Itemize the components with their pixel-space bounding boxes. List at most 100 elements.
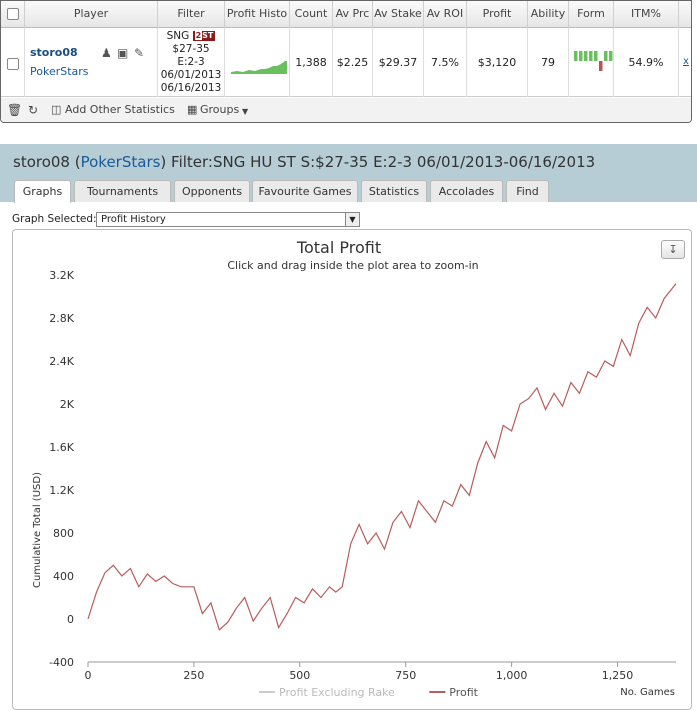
av-prc-value: $2.25 (333, 28, 373, 97)
chevron-down-icon[interactable]: ▼ (345, 213, 359, 226)
graph-select-value: Profit History (101, 214, 166, 225)
row-checkbox[interactable] (7, 58, 19, 70)
chart-subtitle: Click and drag inside the plot area to z… (227, 259, 478, 272)
download-icon[interactable]: ↧ (661, 240, 685, 259)
y-axis-ticks: -400 0 400 800 1.2K 1.6K 2K 2.4K 2.8K 3.2K (49, 269, 75, 669)
player-site-link[interactable]: PokerStars (30, 65, 89, 78)
legend-item[interactable]: Profit (449, 686, 478, 699)
profile-site-link[interactable]: PokerStars (80, 153, 161, 171)
filter-line-date-from: 06/01/2013 (160, 69, 222, 81)
form-bar-win (579, 51, 583, 61)
chat-icon[interactable]: ✎ (134, 46, 145, 60)
y-tick-label: 2K (60, 398, 75, 411)
header-select-all[interactable] (1, 1, 25, 28)
chart-legend[interactable]: Profit Excluding Rake Profit (259, 686, 479, 699)
st-badge: 2ST (192, 31, 216, 41)
tab-statistics[interactable]: Statistics (361, 180, 427, 202)
trash-icon[interactable]: 🗑 (7, 103, 23, 117)
groups-icon[interactable]: ▦ (187, 103, 198, 116)
profit-sparkline[interactable] (225, 28, 289, 97)
y-axis-label: Cumulative Total (USD) (32, 472, 43, 588)
header-itm[interactable]: ITM% (614, 1, 679, 28)
y-tick-label: 400 (53, 570, 74, 583)
chart-panel: Total Profit Click and drag inside the p… (12, 229, 692, 710)
groups-dropdown[interactable]: Groups (200, 103, 240, 116)
profit-history-cell (225, 28, 290, 97)
refresh-icon[interactable]: ↻ (28, 103, 39, 117)
y-tick-label: 2.8K (49, 312, 74, 325)
form-bar-win (574, 51, 578, 61)
filter-game-type: SNG (166, 30, 190, 42)
chevron-down-icon[interactable]: ▼ (242, 107, 249, 116)
header-count[interactable]: Count (290, 1, 333, 28)
series-line-profit[interactable] (87, 283, 677, 631)
tab-find[interactable]: Find (506, 180, 549, 202)
stats-footer: 🗑 ↻ ◫ Add Other Statistics ▦ Groups ▼ (1, 98, 691, 122)
tab-tournaments[interactable]: Tournaments (74, 180, 171, 202)
filter-line-entrants: E:2-3 (177, 56, 205, 68)
y-tick-label: 3.2K (49, 269, 74, 282)
y-tick-label: 1.2K (49, 484, 74, 497)
profit-chart[interactable]: Total Profit Click and drag inside the p… (13, 230, 693, 711)
header-av-stake[interactable]: Av Stake (373, 1, 424, 28)
av-stake-value: $29.37 (373, 28, 424, 97)
form-bar-win (584, 51, 588, 61)
y-tick-label: 0 (67, 613, 74, 626)
tab-graphs[interactable]: Graphs (14, 180, 71, 203)
form-bar-win (594, 51, 598, 61)
form-bar-win (589, 51, 593, 61)
form-bars (574, 51, 613, 71)
graph-select-dropdown[interactable]: Profit History ▼ (96, 212, 360, 227)
select-all-checkbox[interactable] (7, 8, 19, 20)
tab-accolades[interactable]: Accolades (430, 180, 503, 202)
y-tick-label: -400 (49, 656, 74, 669)
tab-opponents[interactable]: Opponents (174, 180, 250, 202)
x-axis-label: No. Games (620, 687, 675, 698)
profile-title: storo08 (PokerStars) Filter:SNG HU ST S:… (13, 153, 596, 171)
y-tick-label: 800 (53, 527, 74, 540)
form-bar-win (604, 51, 608, 61)
sparkline-area (231, 61, 287, 74)
av-roi-value: 7.5% (424, 28, 467, 97)
x-tick-label: 750 (395, 669, 416, 682)
header-player[interactable]: Player (25, 1, 158, 28)
header-profit-history[interactable]: Profit Histo (225, 1, 290, 28)
x-tick-label: 1,000 (496, 669, 528, 682)
x-tick-label: 0 (85, 669, 92, 682)
graph-selected-label: Graph Selected: (12, 213, 97, 225)
notes-icon[interactable]: ▣ (117, 46, 129, 60)
header-ability[interactable]: Ability (528, 1, 569, 28)
x-tick-label: 1,250 (602, 669, 634, 682)
row-select-cell (1, 28, 25, 97)
header-av-prc[interactable]: Av Prc (333, 1, 373, 28)
remove-row-link[interactable]: x (683, 56, 689, 67)
filter-line-date-to: 06/16/2013 (160, 82, 222, 94)
x-tick-label: 250 (183, 669, 204, 682)
filter-line-game: SNG 2ST (158, 30, 224, 42)
header-filter[interactable]: Filter (158, 1, 225, 28)
add-other-statistics-button[interactable]: Add Other Statistics (65, 103, 175, 116)
x-tick-label: 500 (289, 669, 310, 682)
itm-value: 54.9% (614, 28, 679, 97)
y-tick-label: 1.6K (49, 441, 74, 454)
player-name-link[interactable]: storo08 (30, 46, 78, 59)
legend-item[interactable]: Profit Excluding Rake (279, 686, 395, 699)
st-badge-text: ST (202, 31, 214, 40)
tab-favourite-games[interactable]: Favourite Games (252, 180, 358, 202)
x-axis-ticks: 0 250 500 750 1,000 1,250 (85, 662, 634, 682)
form-bar-win (609, 51, 613, 61)
profile-filter-text: Filter:SNG HU ST S:$27-35 E:2-3 06/01/20… (171, 153, 596, 171)
ability-value: 79 (528, 28, 569, 97)
profile-player-name: storo08 (13, 153, 70, 171)
header-av-roi[interactable]: Av ROI (424, 1, 467, 28)
y-tick-label: 2.4K (49, 355, 74, 368)
form-bar-loss (599, 61, 603, 71)
filter-cell: SNG 2ST $27-35 E:2-3 06/01/2013 06/16/20… (158, 28, 225, 97)
st-badge-num: 2 (194, 31, 203, 40)
add-stats-icon[interactable]: ◫ (51, 103, 62, 116)
player-profile-icon[interactable]: ♟ (101, 46, 112, 60)
header-form[interactable]: Form (569, 1, 614, 28)
player-cell: storo08 PokerStars ♟ ▣ ✎ (25, 28, 158, 97)
profile-bar: storo08 (PokerStars) Filter:SNG HU ST S:… (0, 144, 697, 203)
header-profit[interactable]: Profit (467, 1, 528, 28)
